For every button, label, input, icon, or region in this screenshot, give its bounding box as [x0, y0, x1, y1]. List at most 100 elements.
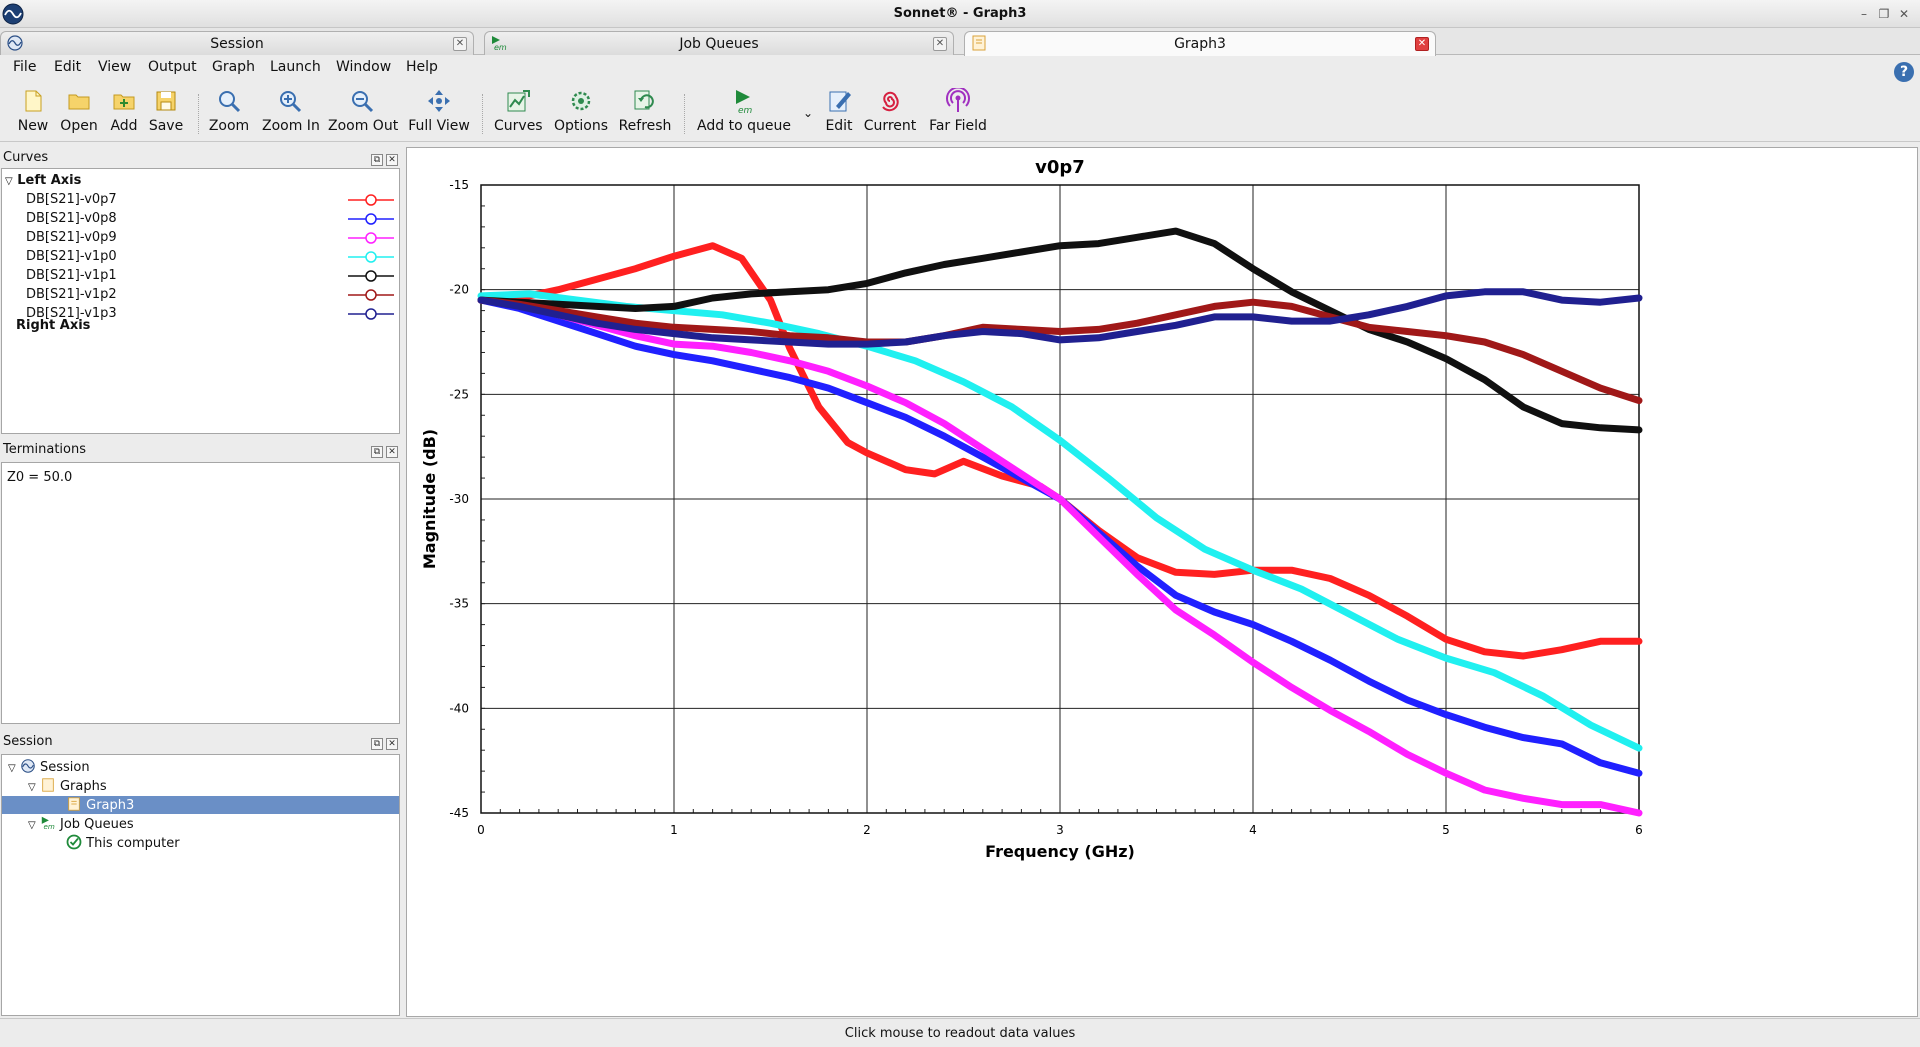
curve-item[interactable]: DB[S21]-v1p1	[26, 268, 398, 283]
full-view-label: Full View	[408, 118, 470, 134]
tree-item-label: Graphs	[59, 779, 107, 794]
curve-item[interactable]: DB[S21]-v0p9	[26, 230, 398, 245]
session-tree: ▽ Session ▽ Graphs Graph3 ▽ em Job Queue…	[1, 754, 400, 1016]
menu-graph[interactable]: Graph	[212, 59, 255, 75]
svg-text:em: em	[494, 43, 507, 51]
y-tick-label: -20	[449, 283, 469, 297]
tree-item-session[interactable]: ▽ Session	[8, 758, 90, 776]
current-button[interactable]: Current	[862, 88, 918, 140]
status-bar: Click mouse to readout data values	[0, 1018, 1920, 1047]
curve-swatch-icon	[348, 213, 394, 225]
series-line[interactable]	[477, 290, 1643, 752]
left-axis-label: Left Axis	[17, 173, 82, 188]
series-line[interactable]	[477, 296, 1643, 405]
queue-dropdown-button[interactable]: ⌄	[798, 88, 818, 140]
edit-button[interactable]: Edit	[822, 88, 856, 140]
menu-help[interactable]: Help	[406, 59, 438, 75]
open-label: Open	[60, 118, 98, 134]
session-panel: Session ⧉ ✕ ▽ Session ▽ Graphs Graph3 ▽ e…	[0, 732, 402, 1016]
menu-window[interactable]: Window	[336, 59, 392, 75]
menu-file[interactable]: File	[13, 59, 37, 75]
float-panel-icon[interactable]: ⧉	[371, 446, 383, 458]
float-panel-icon[interactable]: ⧉	[371, 154, 383, 166]
curve-item[interactable]: DB[S21]-v1p2	[26, 287, 398, 302]
tab-session[interactable]: Session ✕	[0, 31, 474, 55]
series-line[interactable]	[477, 227, 1643, 434]
x-tick-label: 2	[863, 823, 871, 837]
em-queue-icon: em	[41, 816, 55, 831]
menu-view[interactable]: View	[98, 59, 132, 75]
far-field-label: Far Field	[929, 118, 987, 134]
full-view-button[interactable]: Full View	[408, 88, 470, 140]
minimize-window-icon[interactable]: –	[1861, 7, 1867, 21]
em-play-icon: em	[736, 90, 753, 114]
close-panel-icon[interactable]: ✕	[386, 446, 398, 458]
right-axis-group[interactable]: Right Axis	[16, 318, 90, 333]
curve-item[interactable]: DB[S21]-v1p3	[26, 306, 398, 321]
tree-item-this-computer[interactable]: This computer	[66, 834, 180, 852]
new-button[interactable]: New	[16, 88, 50, 140]
tree-item-graph3[interactable]: Graph3	[2, 796, 399, 814]
graph-doc-icon	[972, 35, 986, 51]
curve-swatch-icon	[348, 251, 394, 263]
close-panel-icon[interactable]: ✕	[386, 738, 398, 750]
curve-item[interactable]: DB[S21]-v0p8	[26, 211, 398, 226]
far-field-button[interactable]: Far Field	[926, 88, 990, 140]
expand-icon: ▽	[28, 820, 36, 831]
float-panel-icon[interactable]: ⧉	[371, 738, 383, 750]
close-panel-icon[interactable]: ✕	[386, 154, 398, 166]
menu-launch[interactable]: Launch	[270, 59, 321, 75]
save-button[interactable]: Save	[148, 88, 184, 140]
zoom-button[interactable]: Zoom	[208, 88, 250, 140]
curve-item-label: DB[S21]-v1p3	[26, 306, 117, 321]
menu-edit[interactable]: Edit	[54, 59, 82, 75]
new-file-icon	[25, 90, 42, 112]
refresh-label: Refresh	[618, 118, 672, 134]
series-line[interactable]	[477, 296, 1643, 817]
curve-item[interactable]: DB[S21]-v1p0	[26, 249, 398, 264]
menu-output[interactable]: Output	[148, 59, 197, 75]
curve-item[interactable]: DB[S21]-v0p7	[26, 192, 398, 207]
curve-item-label: DB[S21]-v0p8	[26, 211, 117, 226]
series-line[interactable]	[477, 288, 1643, 348]
s-parameter-chart[interactable]: v0p7 0 1 2 3 4 5 6 -15 -20 -25 -30 -35 -40 -45 Frequenc…	[407, 148, 1917, 1016]
toolbar-separator	[198, 94, 199, 134]
tree-item-label: Session	[39, 760, 90, 775]
curves-button[interactable]: Curves	[494, 88, 543, 140]
refresh-icon	[634, 90, 654, 110]
open-button[interactable]: Open	[58, 88, 100, 140]
options-button[interactable]: Options	[554, 88, 608, 140]
left-axis-group[interactable]: ▽ Left Axis	[5, 173, 81, 188]
zoom-in-button[interactable]: Zoom In	[262, 88, 320, 140]
close-tab-icon[interactable]: ✕	[1415, 37, 1429, 51]
add-to-queue-button[interactable]: em Add to queue	[696, 88, 792, 140]
terminations-panel: Terminations ⧉ ✕ Z0 = 50.0	[0, 440, 402, 724]
tree-item-job-queues[interactable]: ▽ em Job Queues	[28, 815, 134, 833]
tab-graph3-label: Graph3	[1174, 36, 1226, 52]
x-tick-label: 0	[477, 823, 485, 837]
close-window-icon[interactable]: ✕	[1898, 7, 1910, 21]
tab-job-queues[interactable]: em Job Queues ✕	[484, 31, 954, 55]
close-tab-icon[interactable]: ✕	[933, 37, 947, 51]
x-tick-label: 6	[1635, 823, 1643, 837]
refresh-button[interactable]: Refresh	[618, 88, 672, 140]
chevron-down-icon: ⌄	[802, 106, 814, 120]
add-button[interactable]: Add	[108, 88, 140, 140]
expand-icon: ▽	[28, 782, 36, 793]
right-axis-label: Right Axis	[16, 318, 91, 333]
close-tab-icon[interactable]: ✕	[453, 37, 467, 51]
curves-label: Curves	[494, 118, 543, 134]
graph-panel[interactable]: v0p7 0 1 2 3 4 5 6 -15 -20 -25 -30 -35 -40 -45 Frequenc…	[406, 147, 1918, 1017]
title-bar: Sonnet® - Graph3 – ❐ ✕	[0, 0, 1920, 28]
help-icon[interactable]: ?	[1894, 62, 1914, 82]
tab-graph3[interactable]: Graph3 ✕	[964, 31, 1436, 56]
restore-window-icon[interactable]: ❐	[1878, 7, 1890, 21]
curve-swatch-icon	[348, 232, 394, 244]
tree-item-graphs[interactable]: ▽ Graphs	[28, 777, 107, 795]
zoom-out-button[interactable]: Zoom Out	[328, 88, 398, 140]
svg-text:em: em	[43, 822, 54, 831]
y-tick-label: -35	[449, 597, 469, 611]
add-label: Add	[110, 118, 138, 134]
zoom-label: Zoom	[208, 118, 250, 134]
new-label: New	[17, 118, 49, 134]
